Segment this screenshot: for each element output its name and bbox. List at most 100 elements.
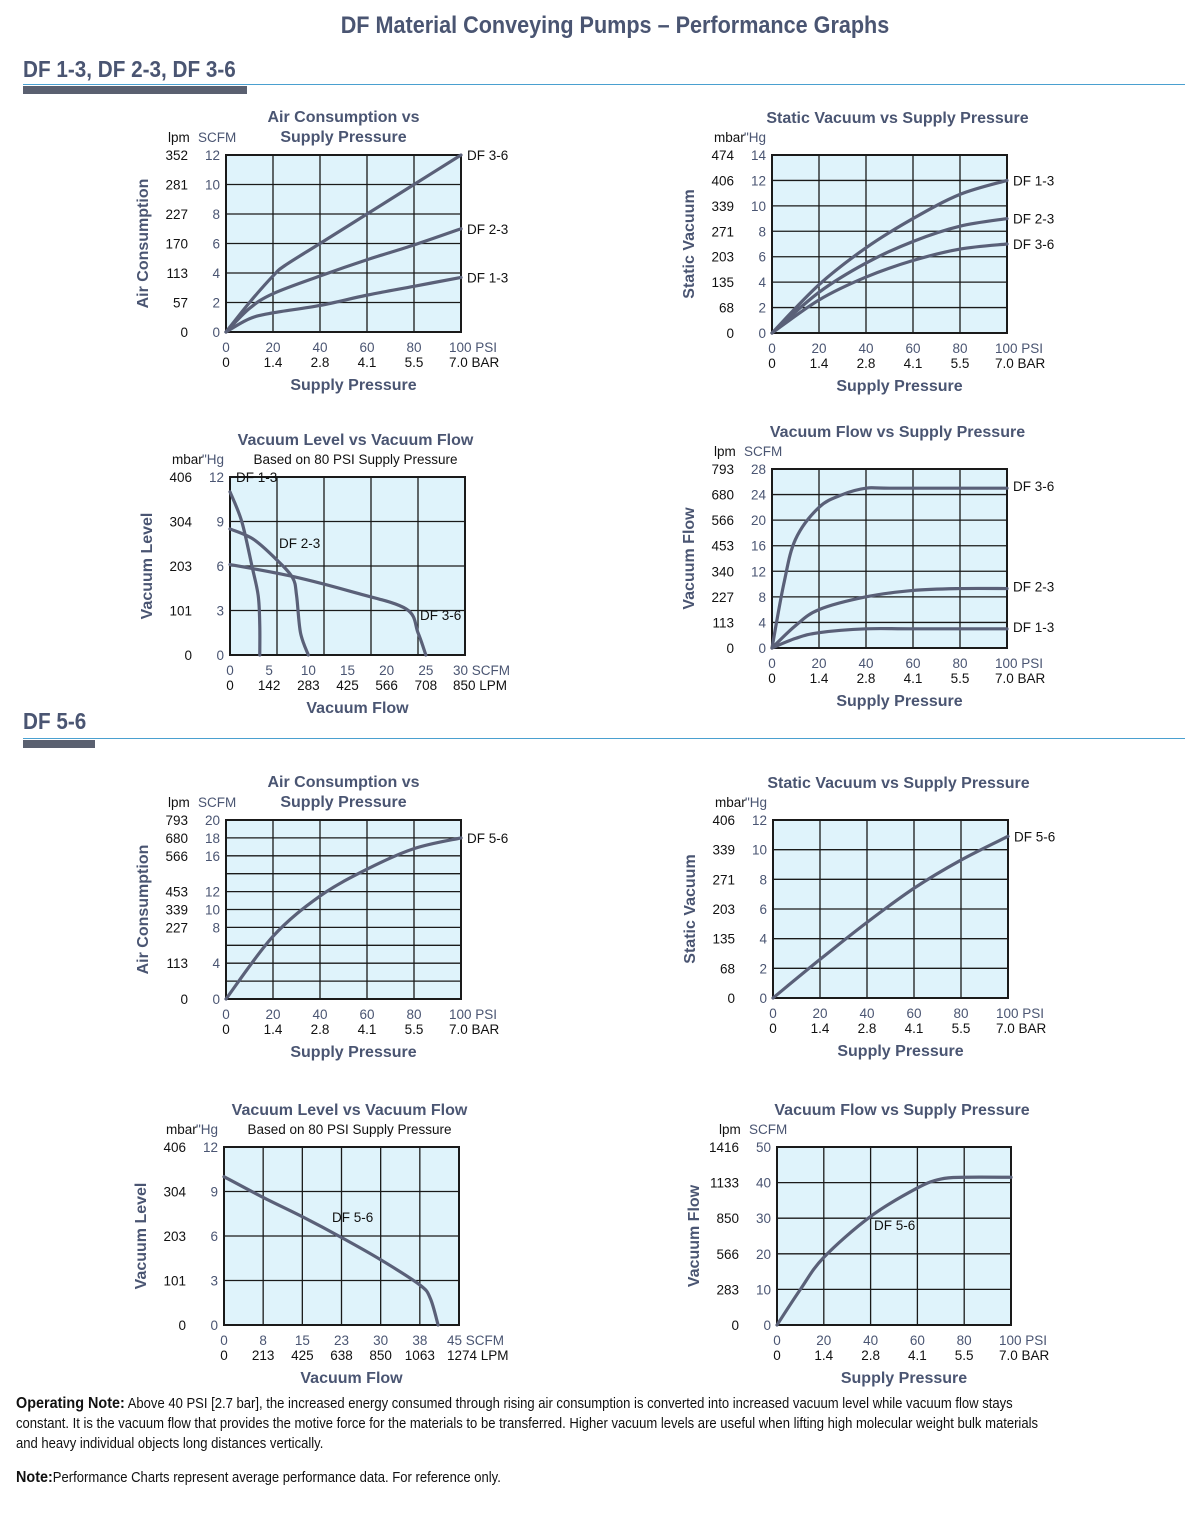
x-tick-label-alt: 425 (291, 1348, 314, 1363)
series-line-df-2-3 (770, 586, 1009, 650)
x-tick-label: 25 (418, 663, 433, 678)
y-tick-label: 9 (216, 515, 224, 530)
y-tick-label: 10 (756, 1282, 771, 1297)
y-tick-label: 6 (758, 250, 766, 265)
y-axis-label: Vacuum Level (133, 1183, 150, 1290)
section-rule (23, 84, 1185, 85)
y-tick-label: 6 (759, 902, 767, 917)
x-tick-label-alt: 142 (258, 678, 281, 693)
x-tick-label-alt: 2.8 (857, 671, 876, 686)
x-tick-label-alt: 5.5 (951, 356, 970, 371)
y-tick-label-outer: 203 (712, 902, 735, 917)
x-tick-label-alt: 213 (252, 1348, 275, 1363)
y-tick-label-outer: 406 (169, 470, 192, 485)
y-tick-label-outer: 1416 (709, 1140, 739, 1155)
y-tick-label-outer: 453 (165, 885, 188, 900)
x-tick-label-alt: 7.0 BAR (449, 1022, 500, 1037)
y-unit-outer: lpm (714, 444, 736, 459)
y-tick-label: 18 (205, 831, 220, 846)
x-tick-label-alt: 0 (222, 1022, 230, 1037)
reference-note-label: Note: (16, 1469, 53, 1486)
y-tick-label-outer: 203 (711, 250, 734, 265)
y-tick-label: 28 (751, 462, 766, 477)
x-tick-label-alt: 850 LPM (453, 678, 507, 693)
x-tick-label-alt: 5.5 (952, 1021, 971, 1036)
y-tick-label: 3 (216, 604, 224, 619)
x-tick-label: 60 (905, 341, 920, 356)
chart-6: Static Vacuum vs Supply Pressure mbar "Hg 0… (682, 775, 1055, 1060)
y-tick-label-outer: 304 (169, 515, 192, 530)
chart-5: Air Consumption vs Supply Pressure lpm SCFM… (135, 774, 508, 1061)
x-tick-label: 40 (863, 1333, 878, 1348)
chart-1: Air Consumption vs Supply Pressure lpm SCFM… (135, 109, 508, 394)
x-axis-label: Supply Pressure (836, 693, 962, 710)
series-line-df-3-6 (224, 153, 463, 334)
x-tick-label-alt: 1.4 (264, 355, 283, 370)
x-axis-label: Supply Pressure (841, 1370, 967, 1387)
y-tick-label: 20 (751, 513, 766, 528)
y-unit-inner: SCFM (744, 444, 782, 459)
x-tick-label-alt: 425 (336, 678, 359, 693)
y-tick-label-outer: 850 (716, 1211, 739, 1226)
chart-2: Static Vacuum vs Supply Pressure mbar "Hg 0… (681, 110, 1054, 395)
x-axis-label: Supply Pressure (836, 378, 962, 395)
x-tick-label: 40 (858, 656, 873, 671)
section-bar (23, 86, 247, 94)
x-tick-label: 40 (858, 341, 873, 356)
x-axis-label: Supply Pressure (290, 377, 416, 394)
x-tick-label-alt: 1274 LPM (447, 1348, 509, 1363)
x-tick-label: 100 PSI (996, 1006, 1044, 1021)
y-unit-inner: "Hg (744, 130, 766, 145)
y-tick-label: 2 (212, 296, 220, 311)
series-label: DF 5-6 (467, 831, 508, 846)
x-tick-label: 20 (811, 656, 826, 671)
chart-title: Vacuum Flow vs Supply Pressure (774, 1102, 1029, 1119)
series-line-df-2-3 (770, 216, 1009, 335)
series-label: DF 1-3 (467, 270, 508, 285)
chart-title: Supply Pressure (280, 129, 406, 146)
x-tick-label: 0 (220, 1333, 228, 1348)
x-tick-label-alt: 4.1 (905, 1021, 924, 1036)
series-label: DF 1-3 (236, 470, 277, 485)
y-tick-label: 4 (212, 266, 220, 281)
y-tick-label: 10 (751, 199, 766, 214)
x-tick-label-alt: 2.8 (861, 1348, 880, 1363)
x-tick-label-alt: 1.4 (264, 1022, 283, 1037)
y-tick-label-outer: 227 (165, 207, 188, 222)
y-tick-label: 16 (205, 849, 220, 864)
y-tick-label-outer: 101 (163, 1274, 186, 1289)
y-unit-outer: lpm (719, 1122, 741, 1137)
x-tick-label-alt: 4.1 (358, 1022, 377, 1037)
page-title: DF Material Conveying Pumps – Performanc… (340, 12, 890, 39)
x-tick-label: 0 (769, 1006, 777, 1021)
y-tick-label-outer: 793 (711, 462, 734, 477)
chart-subtitle: Based on 80 PSI Supply Pressure (247, 1122, 451, 1137)
x-tick-label-alt: 7.0 BAR (449, 355, 500, 370)
y-axis-label: Vacuum Level (139, 513, 156, 620)
x-tick-label: 60 (359, 340, 374, 355)
y-axis-label: Vacuum Flow (681, 507, 698, 610)
y-tick-label-outer: 227 (165, 920, 188, 935)
y-tick-label-outer: 203 (163, 1229, 186, 1244)
y-axis-label: Air Consumption (135, 845, 152, 975)
x-tick-label-alt: 5.5 (951, 671, 970, 686)
x-tick-label-alt: 7.0 BAR (999, 1348, 1050, 1363)
x-tick-label-alt: 4.1 (358, 355, 377, 370)
x-axis-label: Vacuum Flow (300, 1370, 403, 1387)
y-tick-label-outer: 680 (165, 831, 188, 846)
y-tick-label-outer: 339 (712, 843, 735, 858)
x-tick-label-alt: 0 (768, 356, 776, 371)
x-tick-label-alt: 4.1 (904, 671, 923, 686)
series-line-df-5-6 (775, 1175, 1013, 1327)
series-line-df-1-3 (224, 275, 463, 334)
y-tick-label: 8 (212, 207, 220, 222)
x-tick-label-alt: 638 (330, 1348, 353, 1363)
y-tick-label: 9 (210, 1185, 218, 1200)
x-tick-label: 60 (910, 1333, 925, 1348)
x-tick-label-alt: 4.1 (908, 1348, 927, 1363)
y-tick-label-outer: 68 (719, 301, 734, 316)
series-line-df-5-6 (222, 1175, 440, 1327)
y-tick-label-outer: 227 (711, 590, 734, 605)
x-tick-label: 15 (340, 663, 355, 678)
y-tick-label: 8 (759, 872, 767, 887)
